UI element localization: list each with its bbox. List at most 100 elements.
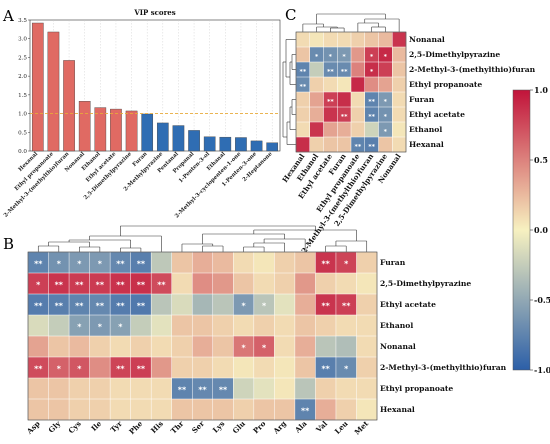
heatmap-col-label: Phe [127,419,144,436]
heatmap-cell [192,294,213,316]
heatmap-cell [192,357,213,379]
heatmap-cell [364,47,379,63]
heatmap-cell [233,273,255,295]
heatmap-cell [296,77,310,93]
heatmap-cell [233,399,255,421]
heatmap-cell [28,399,49,421]
vip-bar [110,108,122,152]
heatmap-col-label: His [149,419,165,435]
significance-mark: ** [342,302,351,311]
significance-mark: ** [75,302,84,311]
heatmap-cell [212,399,234,421]
heatmap-cell [294,315,316,337]
heatmap-cell [378,107,393,123]
heatmap-cell [89,336,111,358]
heatmap-cell [309,77,324,93]
heatmap-cell [274,273,296,295]
vip-y-tick-label: 0.5 [18,130,27,136]
heatmap-col-label: Ser [190,419,206,435]
heatmap-cell [315,273,337,295]
significance-mark: ** [34,260,43,269]
heatmap-cell [392,47,407,63]
vip-category-label: 2-Heptanone [242,151,274,183]
heatmap-cell [130,399,152,421]
significance-mark: * [344,365,349,374]
heatmap-cell [69,357,90,379]
heatmap-cell [151,294,172,316]
heatmap-cell [356,336,378,358]
significance-mark: * [77,260,82,269]
heatmap-cell [315,315,337,337]
heatmap-cell [274,252,296,274]
vip-y-tick-label: 1.0 [18,112,27,118]
heatmap-cell [356,399,378,421]
heatmap-cell [392,92,407,108]
significance-mark: ** [368,143,375,151]
heatmap-cell [253,294,275,316]
heatmap-cell [28,273,49,295]
heatmap-cell [69,252,90,274]
heatmap-cell [274,294,296,316]
significance-mark: ** [116,281,125,290]
volatile-correlation-heatmap: * * * * *** ** ** ***** ** *** ** **** ** Nonanal2,5… [280,13,536,255]
colorbar-tick-label: 0.5 [534,155,548,165]
heatmap-cell [392,107,407,123]
heatmap-cell [212,294,234,316]
b-col-labels: Asp Gly Cys Ile Tyr Phe His Thr Ser Lys Glu Pro Arg A… [24,418,370,436]
c-left-dendrogram [282,39,296,145]
significance-mark: ** [75,281,84,290]
significance-mark: ** [327,68,334,76]
heatmap-cell [392,77,407,93]
heatmap-cell [233,252,255,274]
heatmap-cell [212,315,234,337]
heatmap-col-label: Tyr [109,419,124,434]
vip-bar [94,107,107,152]
heatmap-cell [351,62,365,78]
b-top-dendrogram [37,225,368,252]
vip-bar [172,125,185,152]
heatmap-cell [151,315,172,337]
heatmap-cell [48,252,70,274]
heatmap-cell [315,294,337,316]
heatmap-cell [48,273,70,295]
heatmap-cell [233,336,255,358]
significance-mark: ** [55,302,64,311]
heatmap-cell [130,357,152,379]
significance-mark: ** [178,386,187,395]
heatmap-cell [233,315,255,337]
heatmap-cell [253,399,275,421]
heatmap-cell [110,336,131,358]
heatmap-cell [130,378,152,400]
heatmap-col-label: Thr [169,419,186,436]
heatmap-cell [212,252,234,274]
heatmap-cell [364,62,379,78]
significance-mark: ** [301,407,310,416]
significance-mark: ** [321,302,330,311]
vip-bar [203,136,216,152]
heatmap-cell [28,315,49,337]
heatmap-cell [296,92,310,108]
heatmap-cell [89,357,111,379]
heatmap-cell [274,357,296,379]
heatmap-cell [296,47,310,63]
colorbar-tick-label: -1.0 [534,365,550,375]
heatmap-cell [89,273,111,295]
panel-letter-b: B [3,235,14,253]
heatmap-cell [130,315,152,337]
heatmap-row-label: Ethyl acetate [380,300,436,309]
heatmap-cell [356,378,378,400]
vip-bars [31,22,279,152]
significance-mark: ** [34,365,43,374]
heatmap-cell [337,47,352,63]
significance-mark: * [315,53,319,61]
heatmap-cell [48,336,70,358]
heatmap-col-label: Ile [89,419,103,433]
heatmap-cell [351,137,365,153]
heatmap-cell [69,315,90,337]
heatmap-cell [212,378,234,400]
heatmap-cell [274,315,296,337]
vip-bar [156,122,169,152]
